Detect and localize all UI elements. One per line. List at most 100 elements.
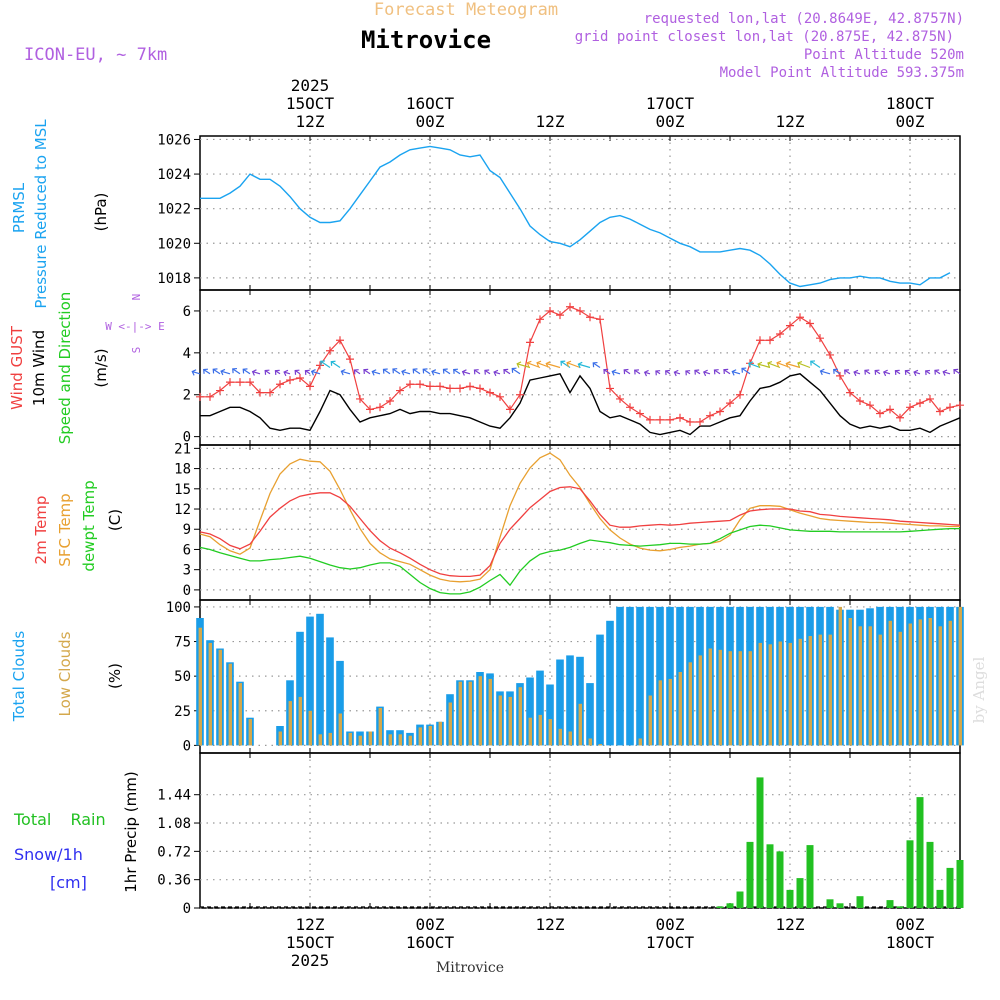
low-clouds-bar	[708, 648, 712, 746]
wind-direction-arrow	[203, 369, 211, 375]
temperature-ytick-label: 3	[183, 563, 191, 579]
temp-labels: 2m Temp SFC Temp dewpt Temp (C)	[32, 480, 124, 571]
wind-direction-arrowhead	[577, 361, 583, 369]
wind-direction-arrow	[953, 369, 961, 375]
dewpt-line	[199, 524, 960, 595]
precip-bar	[956, 860, 964, 908]
wind-direction-arrowhead	[844, 369, 849, 375]
low-clouds-bar	[488, 678, 492, 746]
wind-direction-arrow	[674, 371, 681, 375]
pressure-ytick-label: 1020	[157, 236, 191, 252]
wind-gust-point	[946, 403, 954, 412]
wind-direction-arrowhead	[833, 368, 838, 374]
low-clouds-bar	[858, 626, 862, 746]
low-clouds-bar	[458, 681, 462, 746]
wind-direction-arrowhead	[340, 368, 346, 376]
wind-direction-arrowhead	[874, 369, 880, 375]
wind-gust-point	[696, 417, 704, 426]
pressure-ytick-label: 1024	[157, 167, 191, 183]
wind-gust-point	[376, 403, 384, 412]
wind-gust-point	[786, 321, 794, 330]
wind-direction-arrow	[864, 369, 871, 375]
clouds-ytick-label: 100	[166, 600, 191, 616]
wind-direction-arrowhead	[623, 368, 629, 375]
precipitation-frame	[199, 752, 961, 909]
precip-bar	[746, 841, 754, 908]
low-clouds-bar	[638, 738, 642, 746]
precip-bar	[946, 867, 954, 908]
wind-gust-point	[896, 413, 904, 422]
wind-gust-point	[866, 401, 874, 410]
wind-direction-arrow	[431, 370, 441, 375]
wind-direction-arrow	[644, 371, 651, 375]
wind-direction-arrowhead	[382, 368, 388, 374]
wind-direction-arrowhead	[853, 369, 859, 377]
low-clouds-bar	[308, 710, 312, 746]
low-clouds-bar	[468, 681, 472, 746]
panel-frames	[199, 135, 961, 909]
wind-direction-arrow	[330, 361, 341, 368]
wind-direction-arrowhead	[212, 368, 218, 374]
wind-gust-point	[606, 384, 614, 393]
low-clouds-bar	[948, 620, 952, 746]
wind-gust-point	[586, 313, 594, 322]
wind-gust-point	[736, 390, 744, 399]
precipitation-ytick-label: 1.08	[157, 816, 191, 832]
wind-gust-point	[826, 350, 834, 359]
wind-gust-point	[346, 355, 354, 364]
wind-gust-point	[776, 329, 784, 338]
low-clouds-bar	[838, 606, 842, 746]
clouds-ytick-label: 50	[174, 669, 191, 685]
super-title: Forecast Meteogram	[374, 0, 558, 20]
low-clouds-bar	[778, 641, 782, 746]
wind-direction-arrowhead	[797, 360, 803, 368]
cloud-labels: Total Clouds Low Clouds (%) by Angel	[10, 631, 988, 724]
wind-direction-arrowhead	[363, 368, 369, 375]
snow-label: Snow/1h	[14, 845, 83, 864]
low-clouds-bar	[598, 744, 602, 746]
wind-gust-point	[566, 302, 574, 311]
low-clouds-bar	[238, 683, 242, 746]
low-clouds-bar	[548, 719, 552, 746]
total-rain-label: Total Rain	[13, 810, 106, 829]
bottom-time-label: 12Z	[296, 915, 325, 934]
wind-gust-point	[596, 315, 604, 324]
wind-direction-arrowhead	[757, 361, 763, 369]
wind-direction-arrow	[453, 369, 461, 375]
low-clouds-bar	[748, 651, 752, 746]
temperature-ytick-label: 21	[174, 441, 191, 457]
low-clouds-bar	[538, 714, 542, 746]
temp-2m-line	[199, 486, 961, 578]
low-clouds-bar	[958, 606, 962, 746]
temp-sfc-label: SFC Temp	[56, 493, 74, 566]
low-clouds-bar	[338, 713, 342, 746]
precip-bar	[776, 851, 784, 908]
wind-direction-arrow	[853, 371, 861, 375]
wind-gust-point	[656, 415, 664, 424]
temp-dewpt-label: dewpt Temp	[80, 480, 98, 571]
wind-gust-point	[286, 376, 294, 385]
wind-gust-point	[546, 306, 554, 315]
sfc-temp-line	[199, 452, 960, 583]
percent-unit-label: (%)	[106, 663, 124, 689]
precip-bar	[756, 777, 764, 908]
model-label: ICON-EU, ~ 7km	[24, 45, 167, 65]
low-clouds-bar	[718, 649, 722, 746]
bottom-time-label: 2025	[291, 951, 330, 970]
wind-direction-arrowhead	[503, 368, 509, 375]
total-clouds-bar	[336, 660, 344, 746]
top-time-label: 00Z	[416, 112, 445, 131]
bottom-time-label: 00Z	[896, 915, 925, 934]
total-clouds-bar	[636, 606, 644, 746]
low-clouds-bar	[518, 687, 522, 746]
wind-direction-arrowhead	[274, 369, 280, 375]
total-clouds-bar	[576, 656, 584, 746]
precip-unit-label: 1hr Precip (mm)	[122, 771, 140, 892]
wind-direction-arrowhead	[748, 361, 753, 368]
low-clouds-bar	[808, 636, 812, 746]
wind-direction-arrow	[242, 368, 251, 375]
grid-point-coords: grid point closest lon,lat (20.875E, 42.…	[575, 29, 954, 45]
wind-direction-arrowhead	[810, 360, 816, 366]
total-clouds-bar	[556, 659, 564, 746]
wind-direction-arrow	[212, 368, 221, 375]
